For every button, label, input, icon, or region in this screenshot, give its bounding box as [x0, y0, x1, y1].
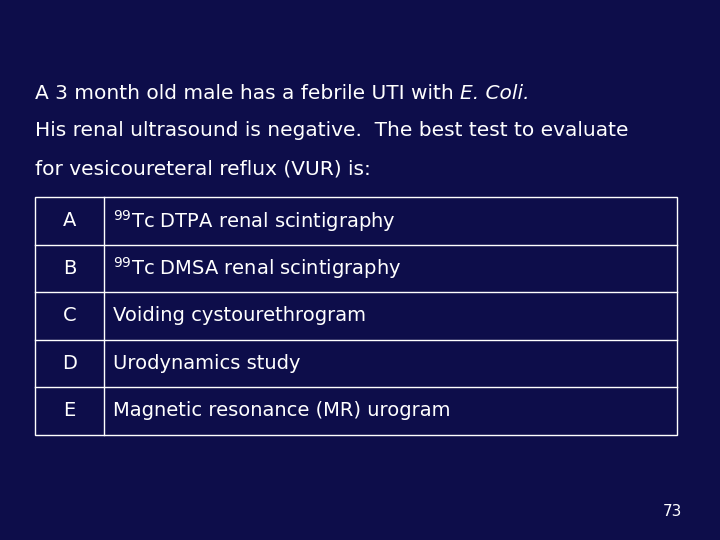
- Text: Urodynamics study: Urodynamics study: [113, 354, 300, 373]
- Text: His renal ultrasound is negative.  The best test to evaluate: His renal ultrasound is negative. The be…: [35, 122, 628, 140]
- Text: 73: 73: [663, 504, 683, 519]
- Text: E: E: [63, 401, 76, 421]
- Text: Magnetic resonance (MR) urogram: Magnetic resonance (MR) urogram: [113, 401, 451, 421]
- Text: A: A: [63, 211, 76, 231]
- Text: D: D: [62, 354, 77, 373]
- Text: C: C: [63, 306, 76, 326]
- Bar: [35, 197, 677, 435]
- Text: $^{99}$Tc DTPA renal scintigraphy: $^{99}$Tc DTPA renal scintigraphy: [113, 208, 396, 234]
- Text: Voiding cystourethrogram: Voiding cystourethrogram: [113, 306, 366, 326]
- Text: for vesicoureteral reflux (VUR) is:: for vesicoureteral reflux (VUR) is:: [35, 159, 370, 178]
- Text: A 3 month old male has a febrile UTI with: A 3 month old male has a febrile UTI wit…: [35, 84, 459, 103]
- Text: B: B: [63, 259, 76, 278]
- Text: E. Coli.: E. Coli.: [459, 84, 529, 103]
- Text: $^{99}$Tc DMSA renal scintigraphy: $^{99}$Tc DMSA renal scintigraphy: [113, 255, 402, 281]
